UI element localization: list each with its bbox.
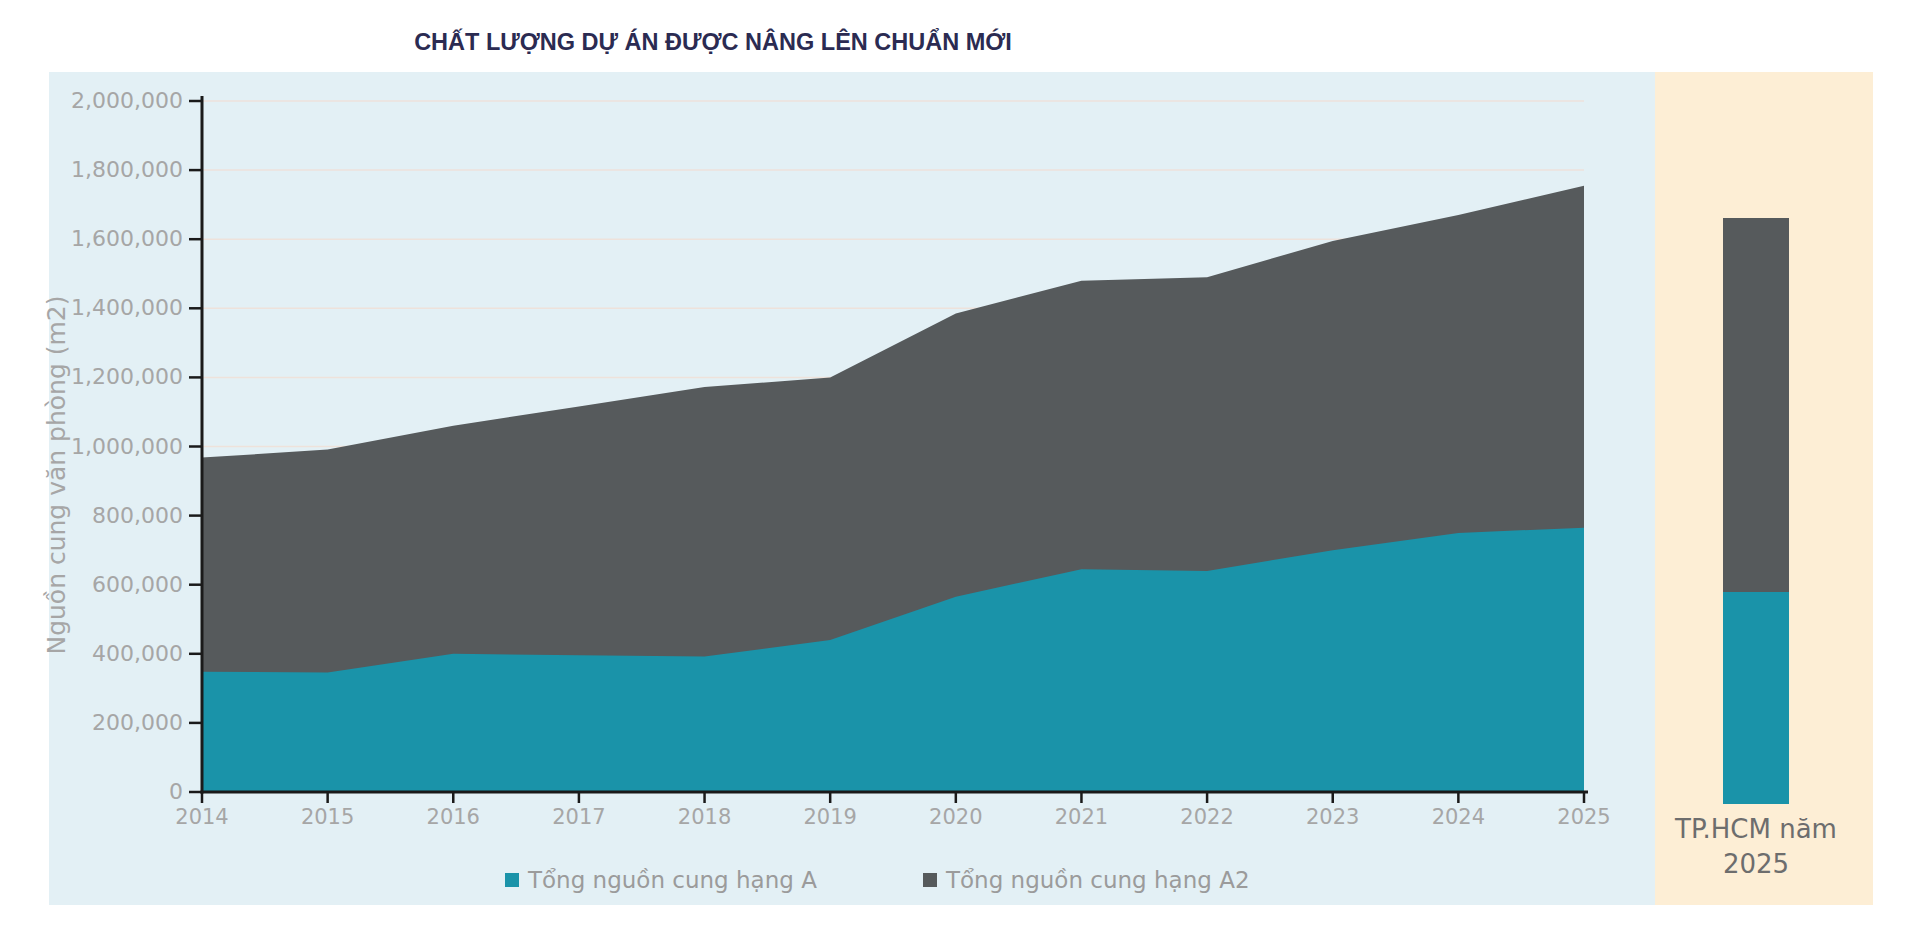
x-tick-label: 2016 <box>403 806 503 828</box>
x-tick-label: 2023 <box>1283 806 1383 828</box>
hcm-bar-segment-a2 <box>1723 218 1789 591</box>
legend-swatch-hang-a <box>505 873 519 887</box>
x-tick-label: 2025 <box>1534 806 1634 828</box>
y-tick-label: 800,000 <box>0 505 183 527</box>
side-panel-label: TP.HCM năm 2025 <box>1647 812 1865 882</box>
y-tick-label: 200,000 <box>0 712 183 734</box>
x-tick-label: 2022 <box>1157 806 1257 828</box>
side-panel-label-line2: 2025 <box>1647 847 1865 882</box>
y-tick-label: 600,000 <box>0 574 183 596</box>
legend-item-hang-a2: Tổng nguồn cung hạng A2 <box>923 866 1250 894</box>
y-axis-title: Nguồn cung văn phòng (m2) <box>43 275 71 675</box>
x-tick-label: 2019 <box>780 806 880 828</box>
y-tick-label: 1,000,000 <box>0 436 183 458</box>
x-tick-label: 2015 <box>278 806 378 828</box>
hcm-bar-segment-a <box>1723 592 1789 804</box>
y-tick-label: 0 <box>0 781 183 803</box>
y-tick-label: 2,000,000 <box>0 90 183 112</box>
x-tick-label: 2020 <box>906 806 1006 828</box>
legend-item-hang-a: Tổng nguồn cung hạng A <box>505 866 817 894</box>
legend-label-hang-a2: Tổng nguồn cung hạng A2 <box>946 867 1250 893</box>
x-tick-label: 2014 <box>152 806 252 828</box>
y-tick-label: 1,800,000 <box>0 159 183 181</box>
x-tick-label: 2024 <box>1408 806 1508 828</box>
side-panel-label-line1: TP.HCM năm <box>1647 812 1865 847</box>
legend-label-hang-a: Tổng nguồn cung hạng A <box>528 867 817 893</box>
x-tick-label: 2018 <box>655 806 755 828</box>
y-tick-label: 400,000 <box>0 643 183 665</box>
stacked-area-chart <box>0 0 1920 937</box>
y-tick-label: 1,400,000 <box>0 297 183 319</box>
x-tick-label: 2021 <box>1031 806 1131 828</box>
chart-page: CHẤT LƯỢNG DỰ ÁN ĐƯỢC NÂNG LÊN CHUẨN MỚI… <box>0 0 1920 937</box>
y-tick-label: 1,600,000 <box>0 228 183 250</box>
x-tick-label: 2017 <box>529 806 629 828</box>
legend-swatch-hang-a2 <box>923 873 937 887</box>
y-tick-label: 1,200,000 <box>0 366 183 388</box>
